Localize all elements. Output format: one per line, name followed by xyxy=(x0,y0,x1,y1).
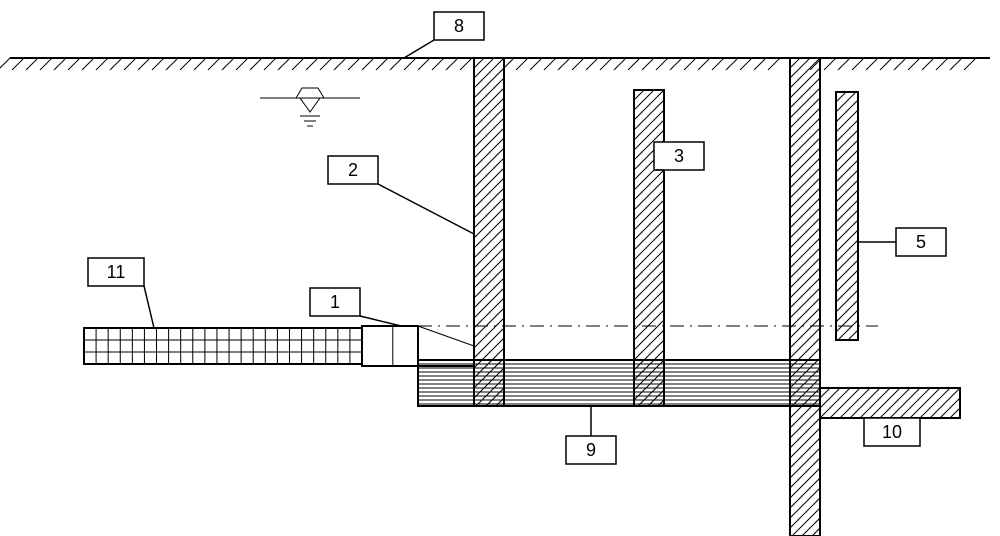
svg-text:9: 9 xyxy=(586,440,596,460)
screen-pipe-11 xyxy=(84,328,362,364)
svg-text:11: 11 xyxy=(107,262,126,282)
wall-5 xyxy=(312,58,1000,536)
svg-text:1: 1 xyxy=(330,292,340,312)
label-9: 9 xyxy=(566,406,616,464)
diagram-canvas: 8235111910 xyxy=(0,0,1000,536)
water-level-symbol xyxy=(260,88,360,126)
svg-text:2: 2 xyxy=(348,160,358,180)
label-11: 11 xyxy=(88,258,154,328)
label-8: 8 xyxy=(404,12,484,58)
column-2 xyxy=(126,58,1000,406)
ground-surface xyxy=(0,58,990,70)
svg-text:10: 10 xyxy=(882,422,902,442)
label-3: 3 xyxy=(654,142,704,170)
label-1: 1 xyxy=(310,288,401,326)
svg-text:8: 8 xyxy=(454,16,464,36)
label-2: 2 xyxy=(328,156,474,234)
svg-text:5: 5 xyxy=(916,232,926,252)
label-10: 10 xyxy=(864,418,920,446)
wall-5b xyxy=(588,92,1000,340)
slab-10 xyxy=(790,388,1000,418)
label-5: 5 xyxy=(858,228,946,256)
svg-text:3: 3 xyxy=(674,146,684,166)
